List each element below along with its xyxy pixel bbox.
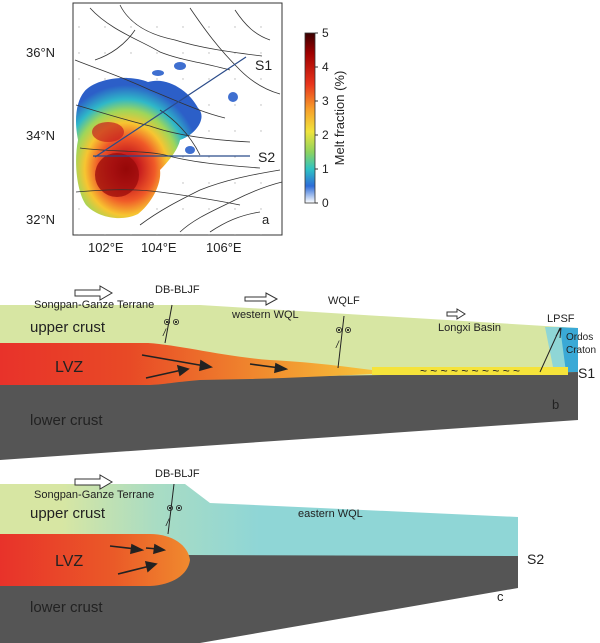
- basin-label-longxi: Longxi Basin: [438, 322, 501, 334]
- lon-label-102: 102°E: [88, 240, 124, 255]
- lon-label-104: 104°E: [141, 240, 177, 255]
- upper-crust-label-b: upper crust: [30, 319, 106, 336]
- craton-label-ordos: Ordos: [566, 332, 593, 343]
- fault-slip-c: /: [165, 518, 170, 529]
- colorbar-tick-label: 1: [322, 162, 329, 176]
- lower-crust-label-b: lower crust: [30, 412, 103, 429]
- lvz-b: [0, 343, 372, 385]
- colorbar-title: Melt fraction (%): [332, 71, 347, 166]
- craton-label-craton: Craton: [566, 345, 596, 356]
- lat-label-36: 36°N: [26, 45, 55, 60]
- section-b: ~ ~ ~ ~ ~ ~ ~ ~ ~ ~ / / So: [0, 284, 596, 460]
- fault-slip-b2: /: [335, 340, 340, 351]
- terrane-label-b: Songpan-Ganze Terrane: [34, 299, 154, 311]
- lower-crust-b: [0, 372, 578, 460]
- upper-crust-label-c: upper crust: [30, 505, 106, 522]
- profile-line-s1: [94, 56, 247, 158]
- profile-label-s1: S1: [255, 57, 272, 73]
- colorbar-tick-label: 4: [322, 60, 329, 74]
- block-label-eastern-wql: eastern WQL: [298, 508, 363, 520]
- fault-label-dbbljf-c: DB-BLJF: [155, 468, 200, 480]
- basin-wave-symbols: ~ ~ ~ ~ ~ ~ ~ ~ ~ ~: [420, 364, 520, 378]
- melt-anomaly: [76, 62, 238, 219]
- section-c-panel-label: c: [497, 589, 504, 604]
- fault-label-lpsf: LPSF: [547, 313, 575, 325]
- ordos-transition: [545, 327, 566, 372]
- colorbar: 5 4 3 2 1 0 Melt fraction (%): [304, 26, 347, 210]
- flow-arrows-b: [141, 354, 289, 379]
- lvz-label-c: LVZ: [55, 553, 83, 570]
- colorbar-tick-label: 0: [322, 196, 329, 210]
- fault-label-wqlf: WQLF: [328, 295, 360, 307]
- block-label-western-wql: western WQL: [231, 309, 299, 321]
- melt-blob: [228, 92, 238, 102]
- map-panel: S1 S2 a 36°N 34°N 32°N 102°E 104°E 106°E: [26, 2, 283, 255]
- lvz-label-b: LVZ: [55, 359, 83, 376]
- section-c: / Songpan-Ganze Terrane DB-BLJF eastern …: [0, 468, 544, 643]
- melt-secondary: [92, 122, 124, 142]
- lvz-c: [0, 534, 190, 586]
- melt-blob: [174, 62, 186, 70]
- melt-peak: [95, 153, 139, 197]
- profile-label-s2: S2: [258, 149, 275, 165]
- lat-label-32: 32°N: [26, 212, 55, 227]
- basin-layer: [372, 367, 568, 375]
- section-b-panel-label: b: [552, 397, 559, 412]
- melt-blob: [152, 70, 164, 76]
- motion-arrows-b: [74, 285, 466, 320]
- map-panel-label: a: [262, 212, 270, 227]
- profile-label-s2-c: S2: [527, 551, 544, 567]
- fault-symbols-b: [163, 318, 351, 333]
- terrane-label-c: Songpan-Ganze Terrane: [34, 489, 154, 501]
- motion-arrow-c: [74, 474, 113, 490]
- fault-slip-b1: /: [162, 328, 167, 339]
- fault-symbols-c: [166, 504, 182, 511]
- flow-arrows-c: [109, 543, 167, 575]
- lon-label-106: 106°E: [206, 240, 242, 255]
- colorbar-tick-label: 2: [322, 128, 329, 142]
- colorbar-tick-label: 5: [322, 26, 329, 40]
- colorbar-ramp: [304, 32, 316, 204]
- lower-crust-label-c: lower crust: [30, 599, 103, 616]
- melt-blob: [185, 146, 195, 154]
- lat-label-34: 34°N: [26, 128, 55, 143]
- colorbar-tick-label: 3: [322, 94, 329, 108]
- colorbar-ticks: 5 4 3 2 1 0: [315, 26, 329, 210]
- profile-label-s1-b: S1: [578, 365, 595, 381]
- fault-label-dbbljf-b: DB-BLJF: [155, 284, 200, 296]
- fault-c: [167, 483, 175, 535]
- fault-traces: [74, 4, 283, 233]
